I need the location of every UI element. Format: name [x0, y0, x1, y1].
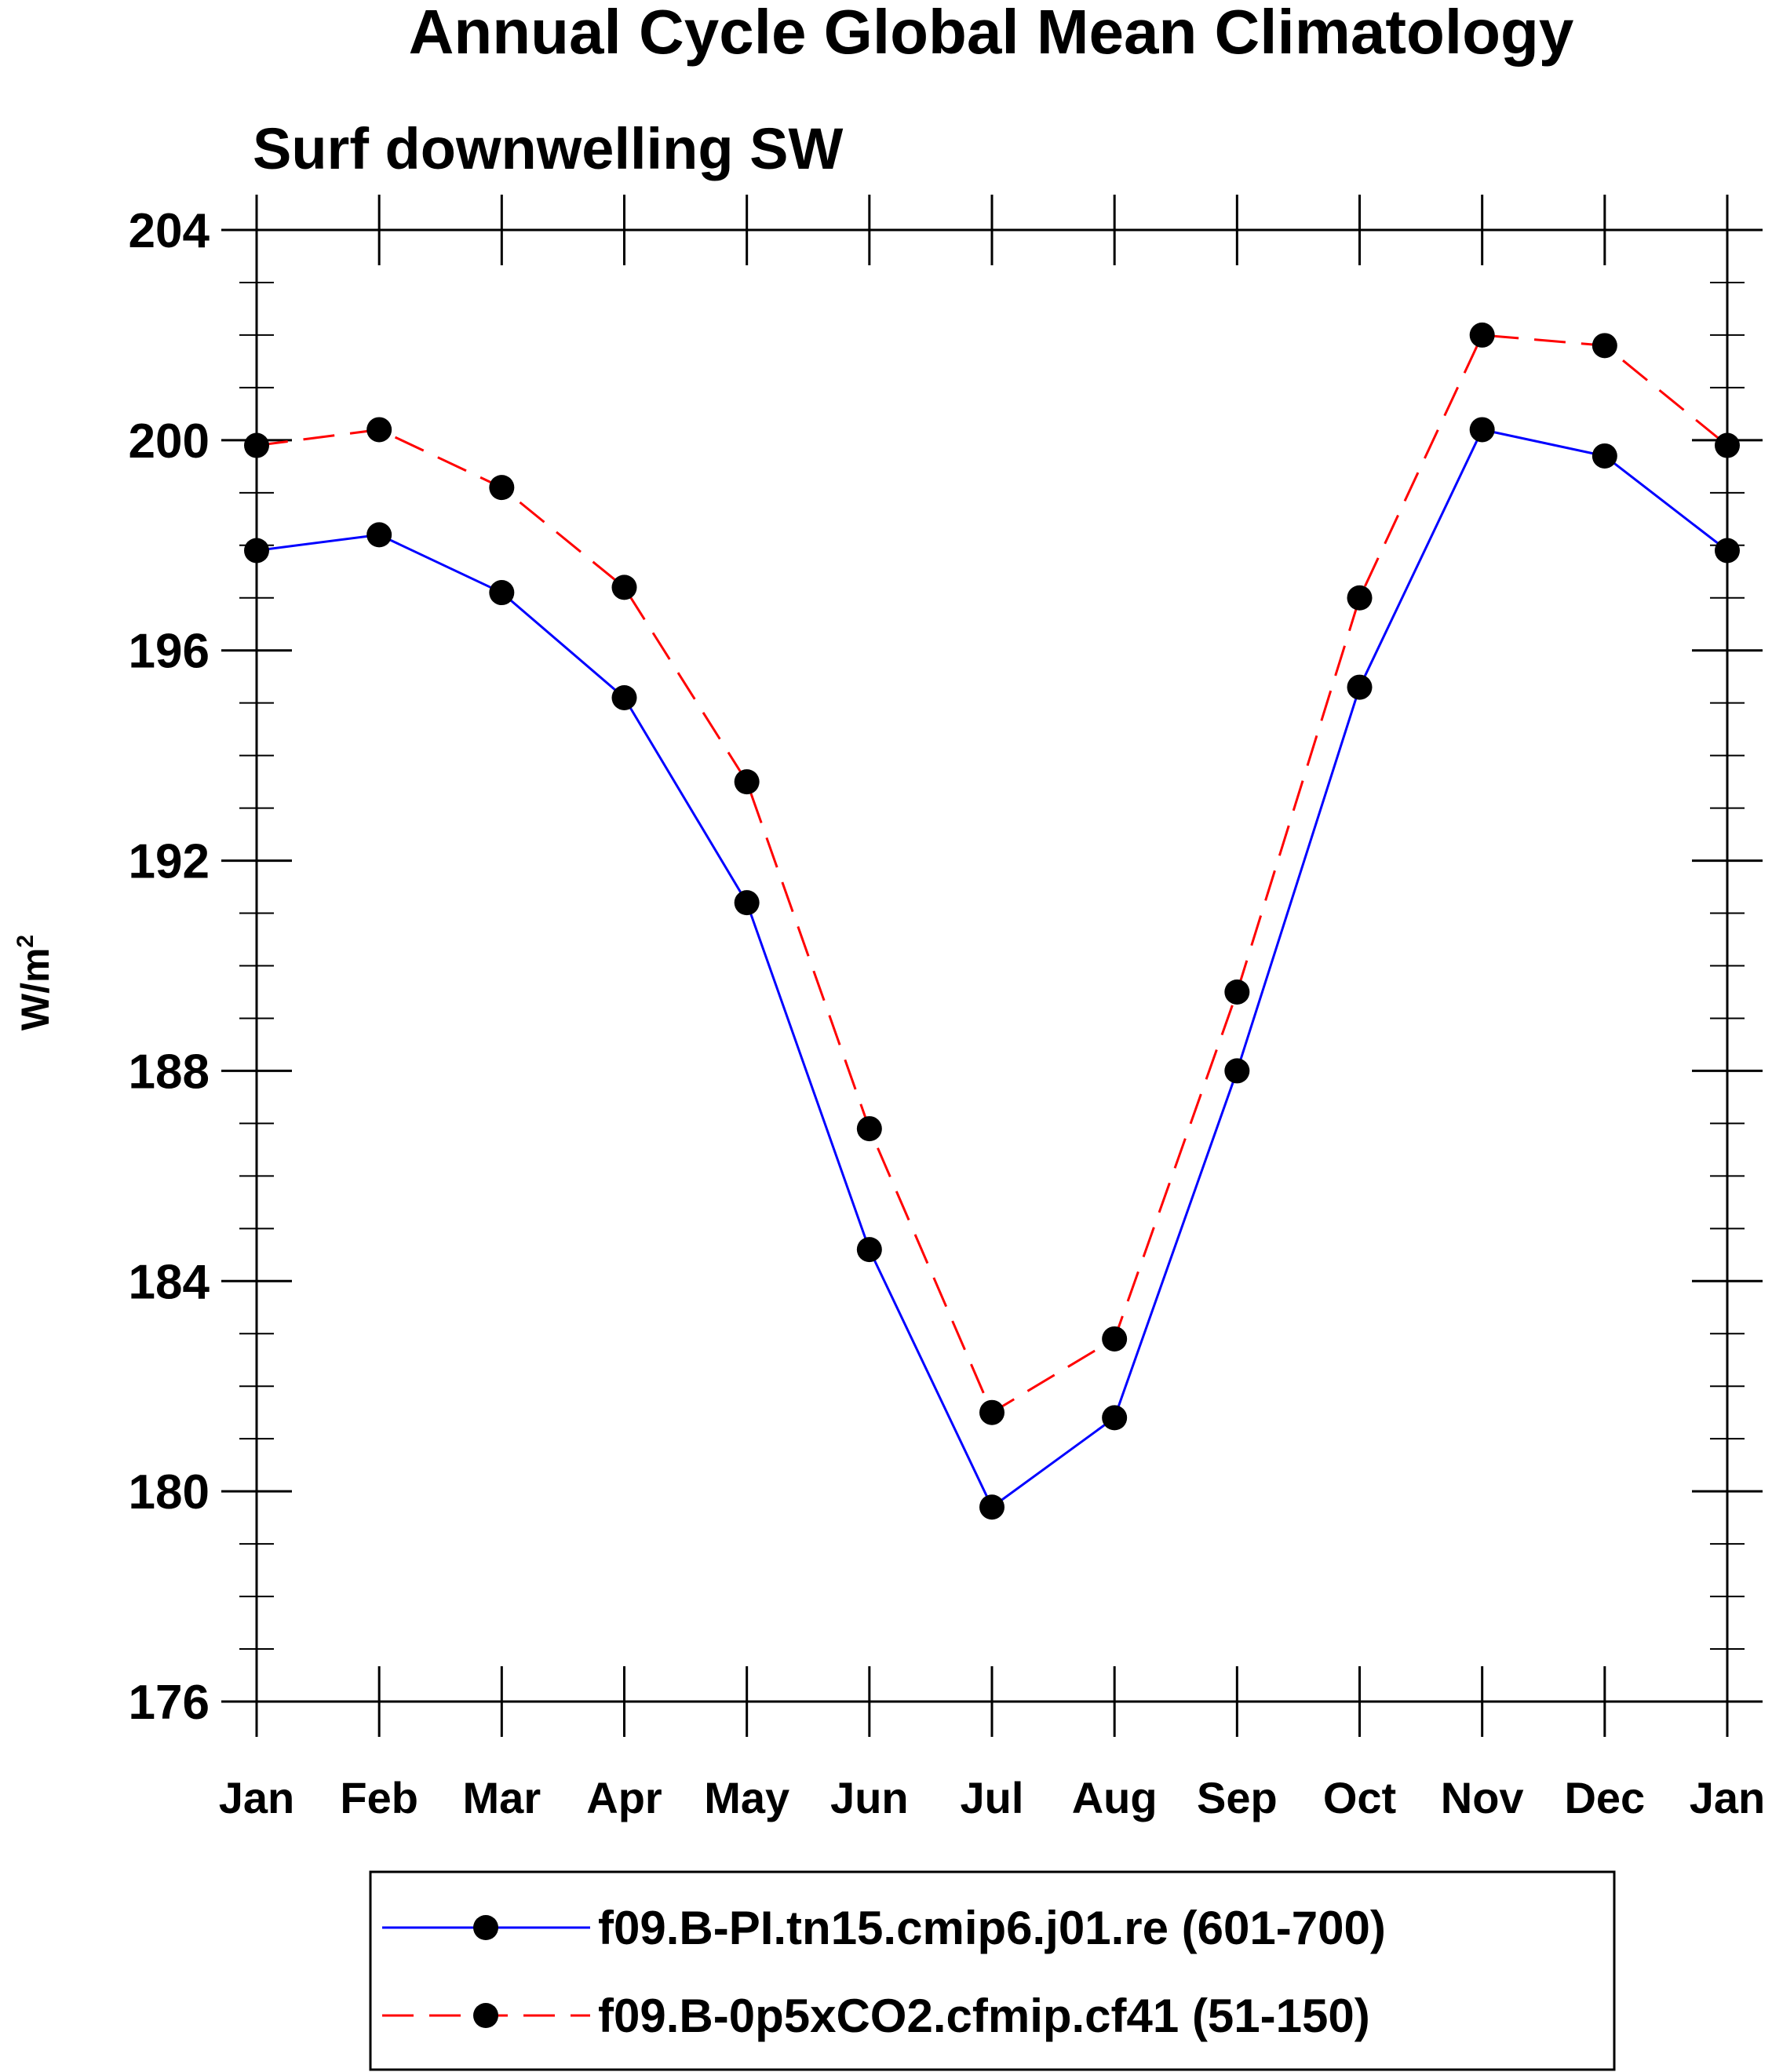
data-point — [1592, 333, 1617, 359]
legend-items: f09.B-PI.tn15.cmip6.j01.re (601-700) f09.… — [382, 1902, 1386, 2042]
series-line-1 — [256, 428, 1728, 1509]
data-point — [734, 769, 760, 795]
data-point — [1224, 1058, 1250, 1084]
legend-label-2: f09.B-0p5xCO2.cfmip.cf41 (51-150) — [598, 1990, 1370, 2042]
x-tick-label: Mar — [463, 1773, 541, 1822]
x-tick-label: Jan — [219, 1773, 295, 1822]
x-tick-label: Apr — [586, 1773, 662, 1822]
y-tick-label: 176 — [129, 1676, 210, 1730]
data-point — [1102, 1405, 1128, 1431]
y-tick-labels: 176 180 184 188 192 196 200 204 — [129, 204, 210, 1730]
series-line-2 — [256, 334, 1728, 1414]
data-point — [489, 475, 515, 501]
data-point — [1347, 585, 1373, 611]
data-point — [856, 1237, 882, 1263]
x-tick-label: Sep — [1197, 1773, 1278, 1822]
data-point — [489, 580, 515, 606]
data-point — [979, 1494, 1004, 1520]
y-axis-label: W/m2 — [13, 935, 57, 1031]
data-point — [1347, 674, 1373, 700]
y-tick-label: 196 — [129, 625, 210, 679]
data-point — [611, 684, 637, 710]
data-point — [1469, 417, 1495, 443]
x-tick-label: Feb — [340, 1773, 418, 1822]
legend: f09.B-PI.tn15.cmip6.j01.re (601-700) f09.… — [369, 1870, 1616, 2071]
x-tick-label: Dec — [1564, 1773, 1645, 1822]
data-point — [366, 417, 392, 443]
y-tick-label: 188 — [129, 1045, 210, 1099]
x-tick-labels: Jan Feb Mar Apr May Jun Jul Aug Sep Oct Nov Dec Jan — [219, 1773, 1766, 1822]
x-tick-label: May — [704, 1773, 789, 1822]
y-tick-label: 204 — [129, 204, 210, 258]
data-point — [1102, 1326, 1128, 1352]
data-point — [1592, 443, 1617, 469]
legend-box — [369, 1870, 1616, 2071]
x-tick-label: Oct — [1323, 1773, 1396, 1822]
y-tick-label: 200 — [129, 414, 210, 469]
legend-marker-2 — [473, 2003, 498, 2028]
chart-title: Annual Cycle Global Mean Climatology — [409, 0, 1574, 67]
data-point — [1224, 979, 1250, 1005]
chart-subtitle: Surf downwelling SW — [253, 116, 843, 181]
data-point — [611, 575, 637, 600]
x-tick-label: Jan — [1690, 1773, 1766, 1822]
legend-label-1: f09.B-PI.tn15.cmip6.j01.re (601-700) — [598, 1902, 1386, 1954]
x-tick-label: Jul — [961, 1773, 1024, 1822]
data-point — [734, 890, 760, 916]
data-point — [979, 1399, 1004, 1425]
data-point — [856, 1116, 882, 1142]
series-group — [244, 322, 1740, 1520]
legend-marker-1 — [473, 1915, 498, 1940]
data-point — [1469, 322, 1495, 348]
x-tick-label: Nov — [1441, 1773, 1524, 1822]
plot-frame — [255, 228, 1729, 1703]
x-tick-label: Jun — [830, 1773, 909, 1822]
y-tick-label: 180 — [129, 1465, 210, 1519]
y-tick-label: 184 — [129, 1255, 210, 1309]
y-tick-label: 192 — [129, 835, 210, 889]
data-point — [366, 522, 392, 548]
x-tick-label: Aug — [1072, 1773, 1158, 1822]
